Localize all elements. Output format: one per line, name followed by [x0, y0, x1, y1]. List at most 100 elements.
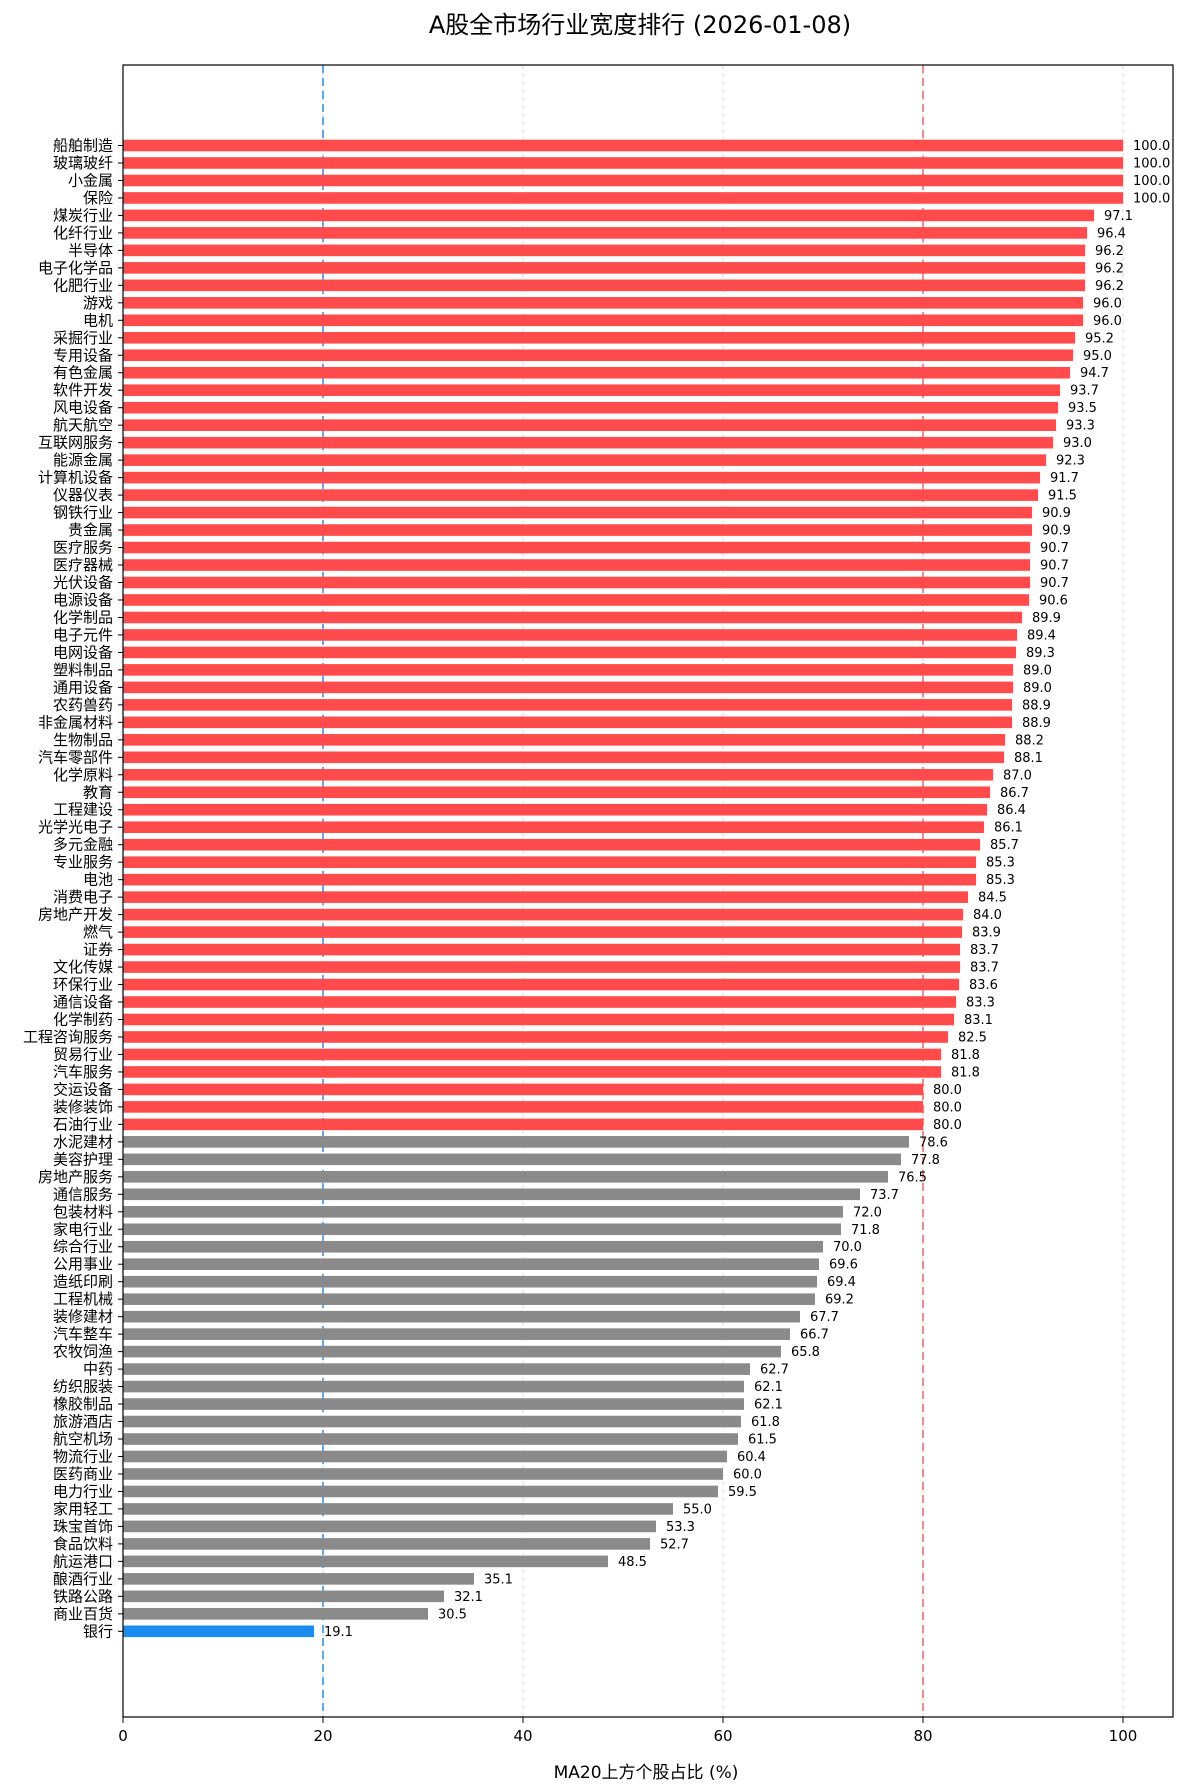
y-tick-label: 煤炭行业 — [53, 206, 113, 224]
bar — [123, 1573, 474, 1585]
y-tick-label: 通用设备 — [53, 678, 113, 696]
y-tick-label: 化学原料 — [53, 766, 113, 784]
bar — [123, 366, 1070, 379]
x-tick-label: 0 — [118, 1727, 128, 1745]
bar — [123, 419, 1056, 431]
y-tick-label: 航空机场 — [53, 1430, 113, 1448]
y-tick-label: 石油行业 — [53, 1115, 113, 1133]
value-label: 67.7 — [810, 1310, 839, 1325]
bar — [123, 1555, 608, 1568]
value-label: 86.1 — [994, 821, 1023, 836]
bar — [123, 471, 1040, 484]
y-tick-label: 化学制品 — [53, 608, 113, 626]
bar — [123, 174, 1123, 187]
y-tick-label: 玻璃玻纤 — [53, 154, 113, 172]
y-tick-label: 贸易行业 — [53, 1045, 113, 1063]
bar — [123, 297, 1083, 309]
value-label: 76.5 — [898, 1170, 927, 1185]
y-tick-label: 家用轻工 — [53, 1500, 113, 1518]
y-tick-label: 塑料制品 — [53, 661, 113, 679]
y-tick-label: 通信设备 — [53, 993, 113, 1011]
value-label: 91.7 — [1050, 471, 1079, 486]
value-label: 90.9 — [1042, 506, 1071, 521]
y-tick-label: 航运港口 — [53, 1552, 113, 1570]
value-label: 83.7 — [970, 961, 999, 976]
value-label: 95.0 — [1083, 349, 1112, 364]
y-tick-label: 中药 — [83, 1360, 113, 1378]
value-label: 62.7 — [760, 1363, 789, 1378]
bar — [123, 139, 1123, 152]
y-tick-label: 专业服务 — [53, 853, 113, 871]
y-tick-label: 生物制品 — [53, 731, 113, 749]
bar — [123, 1101, 923, 1113]
y-tick-label: 计算机设备 — [38, 469, 113, 487]
bar — [123, 681, 1013, 694]
chart-title: A股全市场行业宽度排行 (2026-01-08) — [429, 11, 851, 39]
bar — [123, 1328, 790, 1340]
bar — [123, 891, 968, 903]
y-tick-label: 汽车零部件 — [38, 748, 113, 766]
bar — [123, 244, 1085, 257]
value-label: 69.4 — [827, 1275, 856, 1290]
value-label: 88.9 — [1022, 698, 1051, 713]
y-tick-label: 专用设备 — [53, 346, 113, 364]
value-label: 93.7 — [1070, 384, 1099, 399]
y-tick-label: 电源设备 — [53, 591, 113, 609]
bar — [123, 314, 1083, 327]
bar — [123, 576, 1030, 589]
y-tick-label: 综合行业 — [53, 1238, 113, 1256]
bar — [123, 699, 1012, 711]
y-tick-label: 工程机械 — [53, 1290, 113, 1308]
value-label: 52.7 — [660, 1537, 689, 1552]
y-tick-label: 汽车服务 — [53, 1063, 113, 1081]
value-label: 90.7 — [1040, 559, 1069, 574]
value-label: 96.4 — [1097, 226, 1126, 241]
y-tick-label: 银行 — [83, 1622, 113, 1640]
value-label: 90.7 — [1040, 576, 1069, 591]
bar — [123, 716, 1012, 729]
x-tick-label: 80 — [913, 1727, 932, 1745]
value-label: 55.0 — [683, 1502, 712, 1517]
value-label: 90.6 — [1039, 593, 1068, 608]
bar — [123, 734, 1005, 746]
bar — [123, 1310, 800, 1323]
bar — [123, 524, 1032, 536]
value-label: 78.6 — [919, 1135, 948, 1150]
value-label: 100.0 — [1133, 139, 1170, 154]
value-label: 70.0 — [833, 1240, 862, 1255]
bar — [123, 768, 993, 781]
bar — [123, 1136, 909, 1148]
bar — [123, 331, 1075, 344]
y-tick-label: 环保行业 — [53, 976, 113, 994]
bar — [123, 1538, 650, 1550]
bar — [123, 1048, 941, 1061]
bar — [123, 1258, 819, 1271]
value-label: 100.0 — [1133, 174, 1170, 189]
bar — [123, 1223, 841, 1236]
value-label: 85.7 — [990, 838, 1019, 853]
value-labels: 100.0100.0100.0100.097.196.496.296.296.2… — [324, 139, 1170, 1640]
x-tick-label: 40 — [513, 1727, 532, 1745]
value-label: 85.3 — [986, 873, 1015, 888]
value-label: 65.8 — [791, 1345, 820, 1360]
y-tick-label: 珠宝首饰 — [53, 1517, 113, 1535]
bar — [123, 943, 960, 956]
value-label: 93.0 — [1063, 436, 1092, 451]
bars — [123, 139, 1123, 1638]
y-tick-label: 农药兽药 — [53, 696, 113, 714]
value-label: 87.0 — [1003, 768, 1032, 783]
bar — [123, 996, 956, 1008]
y-tick-label: 教育 — [83, 783, 113, 801]
y-tick-label: 化学制药 — [53, 1011, 113, 1029]
value-label: 83.9 — [972, 926, 1001, 941]
bar — [123, 1205, 843, 1218]
y-tick-label: 电子化学品 — [38, 259, 113, 277]
value-label: 80.0 — [933, 1118, 962, 1133]
bar — [123, 629, 1017, 641]
y-tick-label: 有色金属 — [53, 364, 113, 382]
bar — [123, 1345, 781, 1358]
bar — [123, 1485, 718, 1498]
y-tick-label: 船舶制造 — [53, 137, 113, 155]
value-label: 88.9 — [1022, 716, 1051, 731]
